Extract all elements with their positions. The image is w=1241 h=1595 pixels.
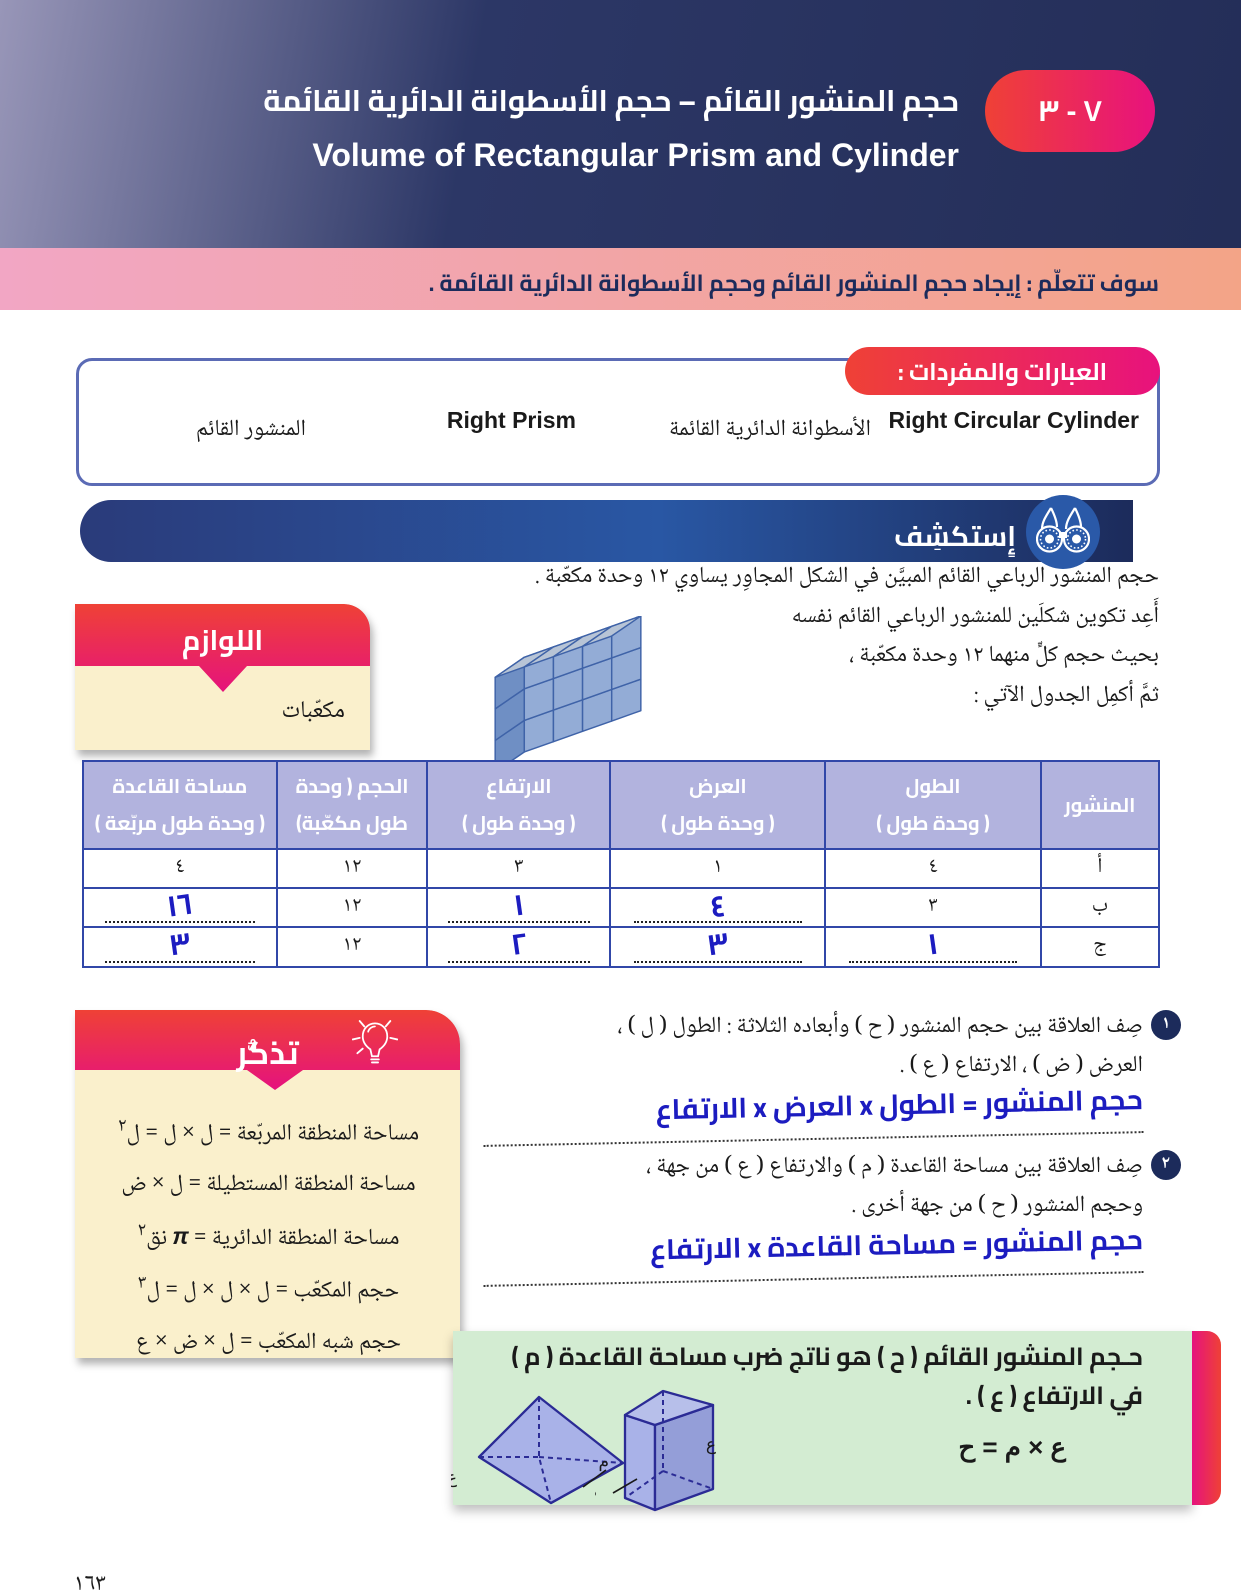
svg-text:م: م: [595, 1482, 597, 1502]
svg-text:ع: ع: [451, 1468, 457, 1488]
svg-text:ع: ع: [706, 1435, 716, 1455]
